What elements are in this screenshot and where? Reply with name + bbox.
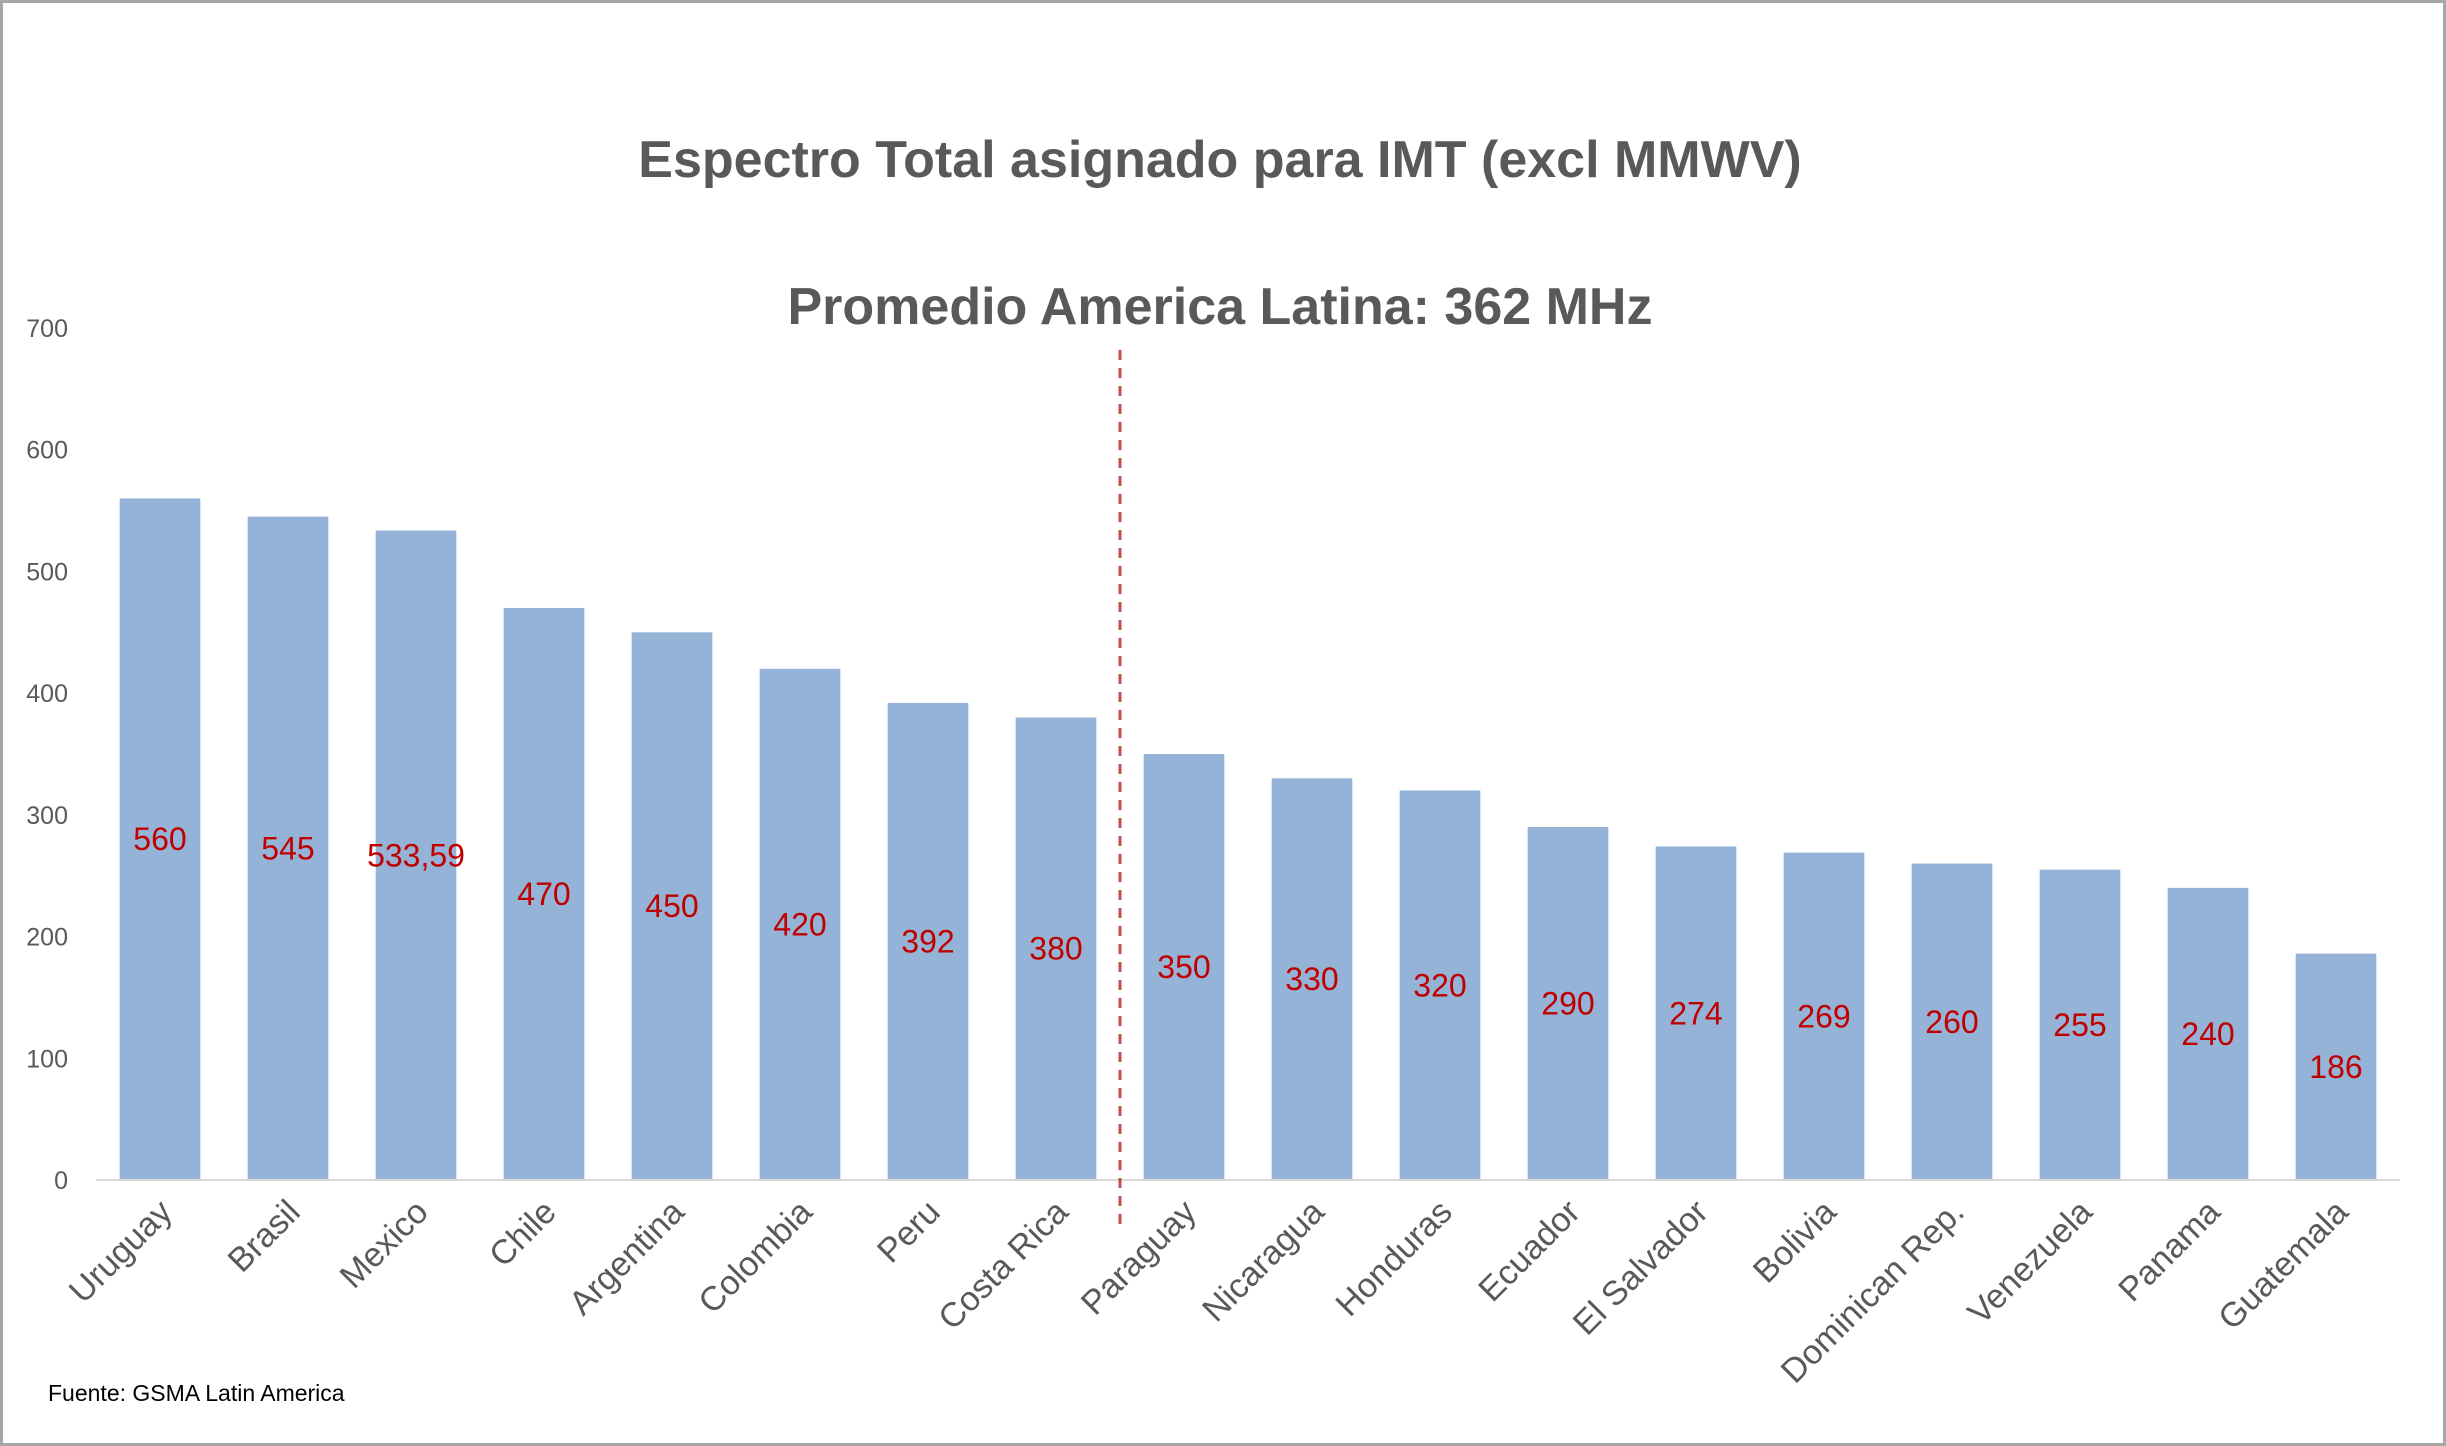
- x-tick-label: Bolivia: [1746, 1193, 1844, 1291]
- bar: [1783, 852, 1865, 1180]
- bar: [1015, 717, 1097, 1180]
- bar: [1911, 863, 1993, 1180]
- bar: [1655, 846, 1737, 1180]
- data-label: 350: [1157, 949, 1210, 985]
- bar: [2295, 953, 2377, 1180]
- x-tick-label: Costa Rica: [931, 1193, 1076, 1338]
- data-label: 269: [1797, 998, 1850, 1034]
- source-note: Fuente: GSMA Latin America: [48, 1380, 345, 1406]
- data-label: 560: [133, 821, 186, 857]
- bar: [375, 530, 457, 1180]
- bar: [247, 516, 329, 1180]
- x-tick-label: Honduras: [1329, 1193, 1460, 1324]
- x-tick-label: Colombia: [691, 1193, 819, 1321]
- y-tick-label: 400: [26, 680, 68, 708]
- chart-title: Espectro Total asignado para IMT (excl M…: [638, 131, 1802, 189]
- x-tick-label: Chile: [482, 1193, 564, 1275]
- x-tick-label: Venezuela: [1960, 1193, 2099, 1332]
- x-tick-label: Panama: [2111, 1193, 2227, 1309]
- x-tick-label: Mexico: [333, 1193, 436, 1296]
- x-tick-label: Argentina: [562, 1193, 692, 1323]
- x-tick-label: Ecuador: [1471, 1193, 1587, 1309]
- x-tick-label: Guatemala: [2211, 1193, 2356, 1338]
- data-label: 450: [645, 888, 698, 924]
- bar: [1271, 778, 1353, 1180]
- bar: [1143, 754, 1225, 1180]
- bar: [631, 632, 713, 1180]
- y-tick-label: 0: [54, 1167, 68, 1195]
- bar: [1399, 790, 1481, 1180]
- bar: [1527, 827, 1609, 1180]
- data-label: 392: [901, 923, 954, 959]
- bar: [887, 702, 969, 1180]
- chart-subtitle: Promedio America Latina: 362 MHz: [787, 278, 1653, 336]
- data-label: 533,59: [367, 837, 465, 873]
- y-tick-label: 100: [26, 1045, 68, 1073]
- bar: [503, 607, 585, 1180]
- bar: [2039, 869, 2121, 1180]
- x-tick-label: El Salvador: [1566, 1193, 1716, 1343]
- y-tick-label: 700: [26, 315, 68, 343]
- data-label: 420: [773, 906, 826, 942]
- data-label: 545: [261, 830, 314, 866]
- bar: [119, 498, 201, 1180]
- bar: [759, 668, 841, 1180]
- data-label: 186: [2309, 1049, 2362, 1085]
- y-tick-label: 200: [26, 924, 68, 952]
- x-tick-label: Brasil: [221, 1193, 308, 1280]
- x-tick-label: Uruguay: [62, 1193, 180, 1311]
- bar: [2167, 887, 2249, 1180]
- data-label: 470: [517, 876, 570, 912]
- data-label: 330: [1285, 961, 1338, 997]
- data-label: 274: [1669, 995, 1722, 1031]
- y-tick-label: 300: [26, 802, 68, 830]
- y-tick-label: 600: [26, 437, 68, 465]
- y-tick-label: 500: [26, 558, 68, 586]
- data-label: 255: [2053, 1007, 2106, 1043]
- data-label: 240: [2181, 1016, 2234, 1052]
- data-label: 380: [1029, 931, 1082, 967]
- data-label: 260: [1925, 1004, 1978, 1040]
- x-tick-label: Paraguay: [1074, 1193, 1204, 1323]
- x-tick-label: Peru: [870, 1193, 948, 1271]
- x-tick-label: Nicaragua: [1195, 1193, 1332, 1330]
- data-label: 320: [1413, 967, 1466, 1003]
- data-label: 290: [1541, 986, 1594, 1022]
